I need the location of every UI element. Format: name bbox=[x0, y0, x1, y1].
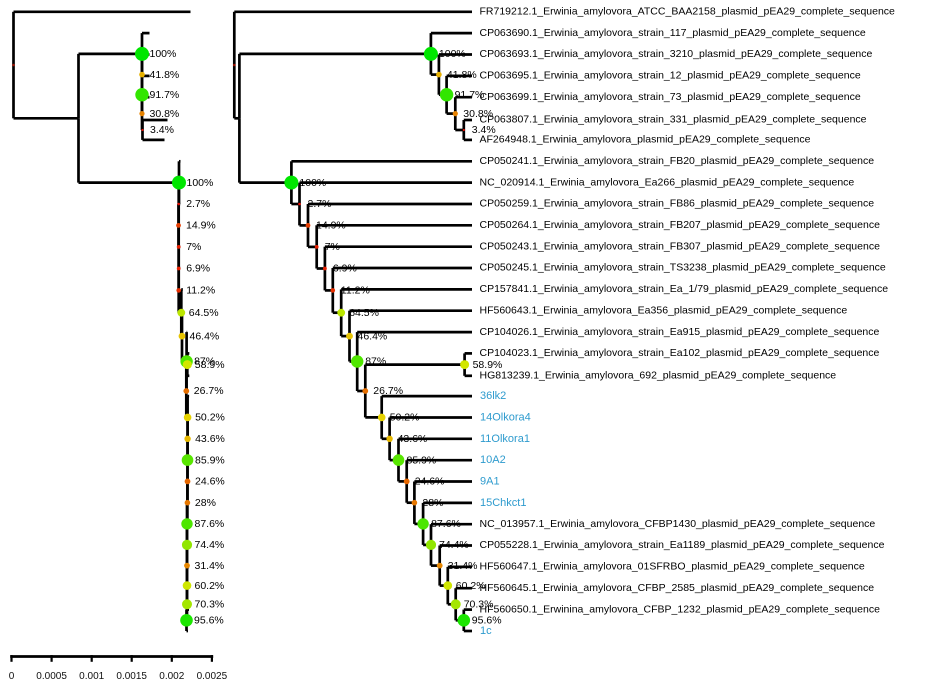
svg-text:1c: 1c bbox=[480, 625, 492, 637]
svg-text:HG813239.1_Erwinia_amylovora_6: HG813239.1_Erwinia_amylovora_692_plasmid… bbox=[480, 370, 837, 382]
svg-text:43.6%: 43.6% bbox=[398, 433, 428, 445]
svg-text:85.9%: 85.9% bbox=[407, 454, 437, 466]
svg-text:91.7%: 91.7% bbox=[455, 89, 485, 101]
svg-text:0: 0 bbox=[9, 671, 15, 682]
svg-text:2.7%: 2.7% bbox=[186, 198, 210, 210]
svg-text:60.2%: 60.2% bbox=[456, 580, 486, 592]
svg-text:41.8%: 41.8% bbox=[447, 69, 477, 81]
svg-text:15Chkct1: 15Chkct1 bbox=[480, 497, 526, 509]
svg-text:14Olkora4: 14Olkora4 bbox=[480, 412, 531, 424]
svg-text:CP055228.1_Erwinia_amylovora_s: CP055228.1_Erwinia_amylovora_strain_Ea11… bbox=[480, 539, 885, 551]
svg-text:85.9%: 85.9% bbox=[195, 454, 225, 466]
svg-text:95.6%: 95.6% bbox=[194, 615, 224, 627]
svg-text:CP104026.1_Erwinia_amylovora_s: CP104026.1_Erwinia_amylovora_strain_Ea91… bbox=[480, 326, 880, 338]
svg-text:HF560650.1_Erwinina_amylovora_: HF560650.1_Erwinina_amylovora_CFBP_1232_… bbox=[480, 603, 881, 615]
svg-text:50.2%: 50.2% bbox=[195, 412, 225, 424]
svg-text:28%: 28% bbox=[195, 497, 216, 509]
svg-text:74.4%: 74.4% bbox=[195, 539, 225, 551]
svg-text:CP063690.1_Erwinia_amylovora_s: CP063690.1_Erwinia_amylovora_strain_117_… bbox=[480, 27, 866, 39]
svg-text:CP104023.1_Erwinia_amylovora_s: CP104023.1_Erwinia_amylovora_strain_Ea10… bbox=[480, 347, 880, 359]
svg-text:11.2%: 11.2% bbox=[186, 285, 215, 297]
svg-text:31.4%: 31.4% bbox=[448, 560, 478, 572]
svg-text:CP050259.1_Erwinia_amylovora_s: CP050259.1_Erwinia_amylovora_strain_FB86… bbox=[480, 198, 875, 210]
svg-text:26.7%: 26.7% bbox=[373, 385, 403, 397]
svg-text:11.2%: 11.2% bbox=[341, 285, 370, 297]
svg-text:0.0015: 0.0015 bbox=[116, 671, 147, 682]
svg-text:58.9%: 58.9% bbox=[473, 359, 503, 371]
svg-text:CP050241.1_Erwinia_amylovora_s: CP050241.1_Erwinia_amylovora_strain_FB20… bbox=[480, 155, 875, 167]
svg-text:HF560647.1_Erwinia_amylovora_0: HF560647.1_Erwinia_amylovora_01SFRBO_pla… bbox=[480, 561, 865, 573]
svg-text:CP050243.1_Erwinia_amylovora_s: CP050243.1_Erwinia_amylovora_strain_FB30… bbox=[480, 240, 881, 252]
svg-text:14.9%: 14.9% bbox=[186, 220, 216, 232]
svg-text:3.4%: 3.4% bbox=[472, 124, 496, 136]
svg-text:HF560645.1_Erwinia_amylovora_C: HF560645.1_Erwinia_amylovora_CFBP_2585_p… bbox=[480, 582, 875, 594]
svg-text:60.2%: 60.2% bbox=[195, 580, 225, 592]
svg-text:6.9%: 6.9% bbox=[186, 263, 210, 275]
svg-text:87%: 87% bbox=[365, 356, 386, 368]
svg-text:100%: 100% bbox=[150, 48, 177, 60]
svg-text:9A1: 9A1 bbox=[480, 476, 500, 488]
svg-text:43.6%: 43.6% bbox=[195, 433, 225, 445]
svg-text:50.2%: 50.2% bbox=[390, 412, 420, 424]
svg-text:70.3%: 70.3% bbox=[464, 599, 494, 611]
svg-text:87%: 87% bbox=[194, 356, 215, 368]
svg-text:0.001: 0.001 bbox=[79, 671, 104, 682]
svg-text:100%: 100% bbox=[439, 48, 466, 60]
svg-text:36lk2: 36lk2 bbox=[480, 390, 506, 402]
svg-text:100%: 100% bbox=[187, 177, 214, 189]
svg-text:64.5%: 64.5% bbox=[349, 307, 379, 319]
svg-text:2.7%: 2.7% bbox=[308, 198, 332, 210]
svg-text:30.8%: 30.8% bbox=[463, 108, 493, 120]
svg-text:0.0025: 0.0025 bbox=[197, 671, 228, 682]
svg-text:0.0005: 0.0005 bbox=[36, 671, 67, 682]
svg-text:6.9%: 6.9% bbox=[333, 263, 357, 275]
svg-text:14.9%: 14.9% bbox=[316, 220, 346, 232]
svg-text:AF264948.1_Erwinia_amylovora_p: AF264948.1_Erwinia_amylovora_plasmid_pEA… bbox=[480, 134, 811, 146]
svg-text:7%: 7% bbox=[186, 241, 201, 253]
svg-text:CP050245.1_Erwinia_amylovora_s: CP050245.1_Erwinia_amylovora_strain_TS32… bbox=[480, 262, 886, 274]
svg-text:CP157841.1_Erwinia_amylovora_s: CP157841.1_Erwinia_amylovora_strain_Ea_1… bbox=[480, 283, 889, 295]
svg-text:NC_020914.1_Erwinia_amylovora_: NC_020914.1_Erwinia_amylovora_Ea266_plas… bbox=[480, 176, 855, 188]
svg-text:CP050264.1_Erwinia_amylovora_s: CP050264.1_Erwinia_amylovora_strain_FB20… bbox=[480, 219, 881, 231]
svg-text:CP063699.1_Erwinia_amylovora_s: CP063699.1_Erwinia_amylovora_strain_73_p… bbox=[480, 91, 861, 103]
svg-text:30.8%: 30.8% bbox=[150, 108, 180, 120]
svg-text:28%: 28% bbox=[422, 497, 443, 509]
svg-text:74.4%: 74.4% bbox=[439, 539, 469, 551]
svg-text:91.7%: 91.7% bbox=[150, 89, 180, 101]
svg-text:95.6%: 95.6% bbox=[472, 615, 502, 627]
svg-text:46.4%: 46.4% bbox=[190, 330, 220, 342]
svg-text:NC_013957.1_Erwinia_amylovora_: NC_013957.1_Erwinia_amylovora_CFBP1430_p… bbox=[480, 518, 876, 530]
svg-text:31.4%: 31.4% bbox=[195, 560, 225, 572]
svg-text:3.4%: 3.4% bbox=[150, 124, 174, 136]
svg-text:70.3%: 70.3% bbox=[195, 599, 225, 611]
svg-text:11Olkora1: 11Olkora1 bbox=[480, 433, 530, 445]
svg-text:FR719212.1_Erwinia_amylovora_A: FR719212.1_Erwinia_amylovora_ATCC_BAA215… bbox=[480, 6, 896, 18]
svg-text:24.6%: 24.6% bbox=[415, 476, 445, 488]
svg-text:10A2: 10A2 bbox=[480, 454, 506, 466]
svg-text:CP063807.1_Erwinia_amylovora_s: CP063807.1_Erwinia_amylovora_strain_331_… bbox=[480, 114, 867, 126]
svg-text:7%: 7% bbox=[325, 241, 340, 253]
svg-text:64.5%: 64.5% bbox=[189, 307, 219, 319]
svg-text:46.4%: 46.4% bbox=[358, 330, 388, 342]
svg-text:24.6%: 24.6% bbox=[195, 476, 225, 488]
svg-text:41.8%: 41.8% bbox=[150, 69, 180, 81]
svg-text:CP063693.1_Erwinia_amylovora_s: CP063693.1_Erwinia_amylovora_strain_3210… bbox=[480, 48, 873, 60]
svg-text:87.6%: 87.6% bbox=[195, 518, 225, 530]
svg-text:87.6%: 87.6% bbox=[431, 518, 461, 530]
svg-text:CP063695.1_Erwinia_amylovora_s: CP063695.1_Erwinia_amylovora_strain_12_p… bbox=[480, 70, 861, 82]
svg-text:0.002: 0.002 bbox=[159, 671, 184, 682]
svg-text:HF560643.1_Erwinia_amylovora_E: HF560643.1_Erwinia_amylovora_Ea356_plasm… bbox=[480, 304, 848, 316]
svg-text:26.7%: 26.7% bbox=[194, 385, 224, 397]
svg-text:58.9%: 58.9% bbox=[195, 359, 225, 371]
svg-text:100%: 100% bbox=[299, 177, 326, 189]
